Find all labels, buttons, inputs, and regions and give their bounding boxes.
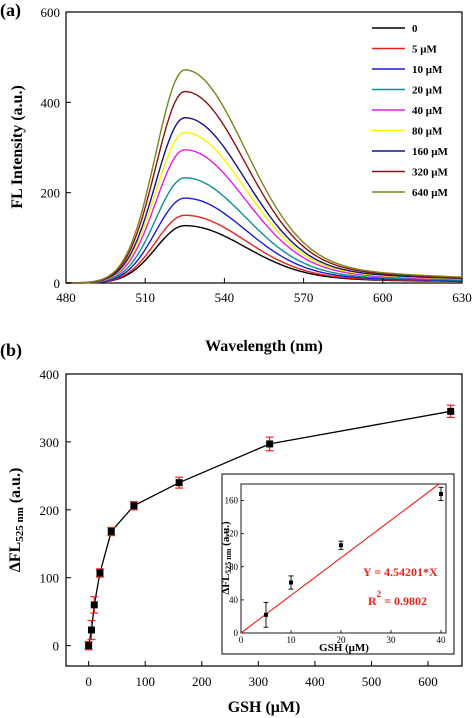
panel-b-y-axis-main: ΔFL [7,542,24,572]
b-x-tick-label: 0 [85,674,92,689]
inset-data-point [264,612,268,617]
panel-a-fluorescence-spectra: (a) 480 510 540 570 600 630 0 200 400 600 0 5 μM 1… [0,0,472,355]
inset-r-squared-value: = 0.9802 [381,594,427,608]
panel-a-x-ticks: 480 510 540 570 600 630 [56,278,472,305]
a-x-tick-label: 510 [135,290,155,305]
a-y-tick-label: 600 [41,5,61,20]
panel-b-y-axis-unit: (a.u.) [7,468,24,508]
a-curve-1 [66,214,462,284]
a-curve-8 [65,69,463,284]
inset-data [240,483,444,634]
a-curve-3 [66,177,463,284]
panel-b-y-axis-sub: 525 nm [14,507,26,542]
inset-y-axis-label: ΔFL525 nm (a.u.) [220,521,233,595]
inset-r-squared-exponent: 2 [377,589,382,599]
panel-b-plot-frame [65,373,463,667]
b-data-point [130,502,138,510]
inset-y-tick-label: 0 [234,628,239,638]
inset-fit-line [240,483,440,634]
inset-y-axis-sub: 525 nm [224,548,233,573]
b-x-tick-label: 200 [192,674,212,689]
a-x-tick-label: 570 [294,290,314,305]
b-x-tick-label: 400 [305,674,325,689]
inset-y-tick-label: 40 [229,595,239,605]
a-x-tick-label: 600 [373,290,393,305]
a-legend-label-4: 40 μM [412,105,443,117]
panel-a-curves [65,69,463,284]
inset-fit-equation: Y = 4.54201*X [363,565,438,579]
inset-plot-frame [240,483,447,634]
panel-b-x-axis-label: GSH (μM) [228,699,301,716]
inset-x-tick-label: 40 [437,635,447,645]
inset-x-tick-label: 30 [387,635,397,645]
inset-y-axis-main: ΔFL [220,574,232,595]
inset-x-tick-label: 10 [287,635,297,645]
a-x-tick-label: 630 [452,290,472,305]
b-y-tick-label: 400 [40,367,60,382]
inset-r-squared-label: R [368,594,377,608]
panel-b-y-ticks: 0 100 200 300 400 [40,367,71,654]
panel-b-y-axis-label: ΔFL525 nm (a.u.) [7,468,26,573]
inset-y-tick-label: 160 [225,496,239,506]
inset-y-tick-label: 120 [225,529,239,539]
a-legend-label-2: 10 μM [412,64,443,76]
a-curve-6 [65,116,463,284]
inset-x-tick-label: 0 [239,635,244,645]
inset-x-tick-label: 20 [337,635,347,645]
b-data-point [90,601,98,609]
a-legend-label-8: 640 μM [412,187,448,199]
a-legend-label-0: 0 [412,23,418,35]
inset-y-tick-label: 80 [229,562,239,572]
panel-a-y-ticks: 0 200 400 600 [41,5,71,291]
b-y-tick-label: 0 [53,639,60,654]
panel-b-label: (b) [0,340,22,361]
b-y-tick-label: 200 [40,503,60,518]
inset-background [221,473,455,655]
a-legend-label-1: 5 μM [412,44,437,56]
inset-r-squared: R2 = 0.9802 [368,589,427,608]
inset-x-axis-label: GSH (μM) [319,642,369,654]
panel-a-label: (a) [0,0,21,21]
inset-y-axis-unit: (a.u.) [220,521,232,549]
b-x-tick-label: 600 [418,674,438,689]
a-x-tick-label: 540 [215,290,235,305]
panel-b-inset: 0 10 20 30 40 0 40 80 120 160 Y = 4.54201*X R2 =… [220,473,455,655]
a-legend-label-3: 20 μM [412,85,443,97]
b-data-point [107,528,115,536]
a-legend-label-5: 80 μM [412,126,443,138]
b-y-tick-label: 100 [40,571,60,586]
b-data-point [447,407,455,415]
b-data-point [85,642,93,650]
inset-data-point [339,543,343,548]
b-x-tick-label: 300 [249,674,269,689]
b-x-tick-label: 500 [362,674,382,689]
b-data-point [96,569,104,577]
panel-a-y-axis-label: FL Intensity (a.u.) [9,85,26,209]
a-y-tick-label: 0 [54,276,61,291]
a-y-tick-label: 400 [41,95,61,110]
b-data-point [175,479,183,487]
b-x-tick-label: 100 [135,674,155,689]
a-curve-2 [66,197,462,284]
panel-a-plot-frame [65,11,463,284]
a-y-tick-label: 200 [41,186,61,201]
inset-x-ticks: 0 10 20 30 40 [239,630,446,645]
panel-b-x-ticks: 0 100 200 300 400 500 600 [85,661,438,689]
b-data-point [266,440,274,448]
b-y-tick-label: 300 [40,435,60,450]
a-curve-7 [65,90,463,284]
a-legend-label-7: 320 μM [412,167,448,179]
panel-a-legend: 0 5 μM 10 μM 20 μM 40 μM 80 μM 160 μM 320 μM 640… [372,23,448,199]
panel-a-x-axis-label: Wavelength (nm) [205,338,323,355]
a-x-tick-label: 480 [56,290,76,305]
inset-data-point [289,580,293,585]
panel-b-data [84,404,455,651]
inset-data-point [439,491,443,496]
b-data-point [87,626,95,634]
a-legend-label-6: 160 μM [412,146,448,158]
